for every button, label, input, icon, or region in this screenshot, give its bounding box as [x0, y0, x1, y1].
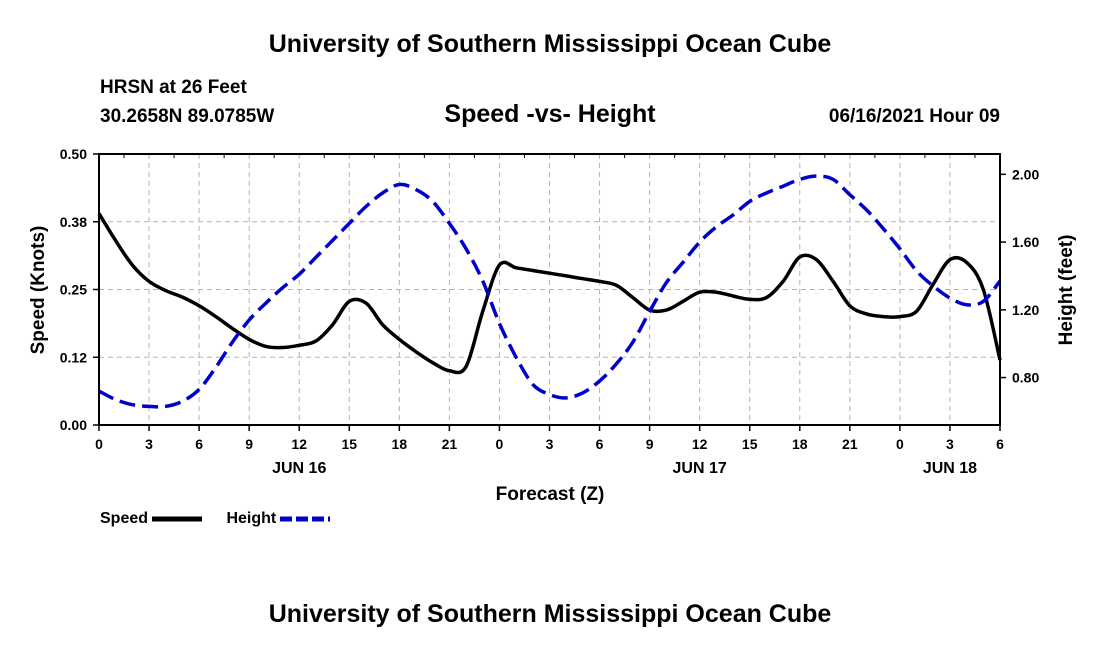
x-tick-label: 6 [195, 436, 203, 452]
y-right-tick-label: 0.80 [1012, 370, 1039, 386]
y-left-tick-label: 0.50 [60, 146, 87, 162]
x-tick-label: 3 [946, 436, 954, 452]
y-right-tick-label: 2.00 [1012, 166, 1039, 182]
x-tick-label: 12 [692, 436, 708, 452]
y-left-tick-label: 0.12 [60, 349, 87, 365]
x-tick-label: 3 [145, 436, 153, 452]
x-tick-label: 12 [291, 436, 307, 452]
day-label: JUN 16 [272, 460, 326, 477]
x-tick-label: 18 [392, 436, 408, 452]
series-layer [97, 174, 1002, 409]
x-tick-label: 0 [95, 436, 103, 452]
forecast-datetime: 06/16/2021 Hour 09 [828, 106, 1000, 127]
x-tick-label: 0 [496, 436, 504, 452]
x-tick-label: 15 [742, 436, 758, 452]
legend-item-height: Height [226, 510, 332, 528]
x-tick-label: 9 [245, 436, 253, 452]
x-tick-label: 6 [596, 436, 604, 452]
grid-layer [99, 154, 1000, 425]
x-tick-label: 3 [546, 436, 554, 452]
series-line-speed [97, 212, 1002, 375]
x-tick-label: 9 [646, 436, 654, 452]
legend: Speed Height [100, 510, 350, 528]
x-axis-label: Forecast (Z) [496, 484, 605, 505]
y-right-tick-label: 1.20 [1012, 302, 1039, 318]
y-left-tick-label: 0.38 [60, 214, 87, 230]
x-tick-label: 15 [341, 436, 357, 452]
tick-layer: 0 3 6 9 12 15 18 21 0 3 6 9 12 15 18 21 0 3 6 JUN 16 JUN 17 J… [60, 146, 1040, 477]
legend-height-label: Height [226, 510, 277, 527]
x-tick-label: 0 [896, 436, 904, 452]
day-label: JUN 17 [673, 460, 727, 477]
legend-speed-label: Speed [100, 510, 149, 527]
y-left-tick-label: 0.00 [60, 417, 87, 433]
page-title: University of Southern Mississippi Ocean… [268, 30, 832, 58]
y-right-tick-label: 1.60 [1012, 234, 1039, 250]
x-tick-label: 21 [442, 436, 458, 452]
legend-speed-swatch [152, 516, 203, 522]
footer-title: University of Southern Mississippi Ocean… [268, 600, 832, 628]
coordinates-label: 30.2658N 89.0785W [100, 106, 275, 127]
y-left-tick-label: 0.25 [60, 282, 87, 298]
series-line-height [98, 174, 1002, 409]
x-tick-label: 18 [792, 436, 808, 452]
x-tick-label: 21 [842, 436, 858, 452]
chart-title: Speed -vs- Height [444, 100, 656, 128]
legend-item-speed: Speed [100, 510, 204, 528]
x-tick-label: 6 [996, 436, 1004, 452]
station-label: HRSN at 26 Feet [100, 77, 247, 98]
y-axis-label-right: Height (feet) [1056, 235, 1077, 346]
day-label: JUN 18 [923, 460, 977, 477]
y-axis-label-left: Speed (Knots) [28, 226, 49, 355]
legend-height-swatch [280, 516, 331, 522]
